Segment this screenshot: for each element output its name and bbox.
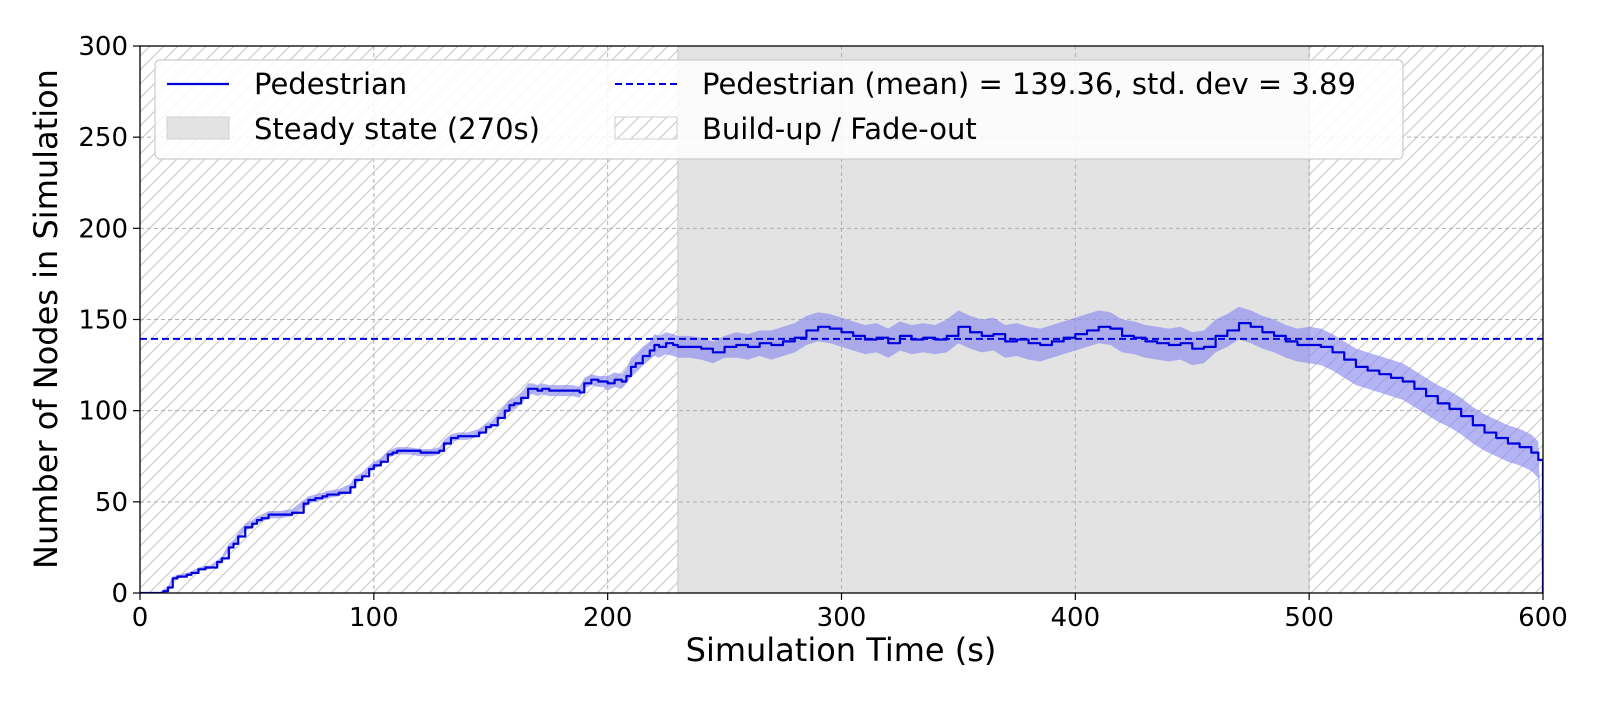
y-axis: 0 50 100 150 200 250 300: [78, 32, 140, 609]
y-tick-label: 250: [78, 123, 128, 153]
y-tick-label: 200: [78, 214, 128, 244]
x-axis: 0 100 200 300 400 500 600: [132, 593, 1568, 633]
legend-pedestrian-label: Pedestrian: [254, 67, 407, 101]
x-tick-label: 600: [1518, 603, 1568, 633]
legend-steady-label: Steady state (270s): [254, 112, 540, 146]
y-tick-label: 300: [78, 32, 128, 62]
y-tick-label: 50: [95, 488, 128, 518]
y-axis-label: Number of Nodes in Simulation: [27, 69, 65, 569]
pedestrian-series-line: [140, 322, 1543, 593]
x-tick-label: 400: [1051, 603, 1101, 633]
x-tick-label: 0: [132, 603, 149, 633]
y-tick-label: 150: [78, 306, 128, 336]
x-tick-label: 200: [583, 603, 633, 633]
series-layer: [140, 322, 1543, 593]
x-tick-label: 300: [817, 603, 867, 633]
x-axis-label: Simulation Time (s): [686, 631, 997, 669]
legend-buildup-swatch: [614, 116, 678, 140]
legend: Pedestrian Steady state (270s) Pedestria…: [154, 59, 1404, 160]
legend-box: [154, 59, 1404, 160]
x-tick-label: 500: [1284, 603, 1334, 633]
legend-steady-swatch: [166, 116, 230, 140]
y-tick-label: 0: [111, 579, 128, 609]
legend-mean-label: Pedestrian (mean) = 139.36, std. dev = 3…: [702, 67, 1356, 101]
legend-buildup-label: Build-up / Fade-out: [702, 112, 977, 146]
x-tick-label: 100: [349, 603, 399, 633]
y-tick-label: 100: [78, 397, 128, 427]
